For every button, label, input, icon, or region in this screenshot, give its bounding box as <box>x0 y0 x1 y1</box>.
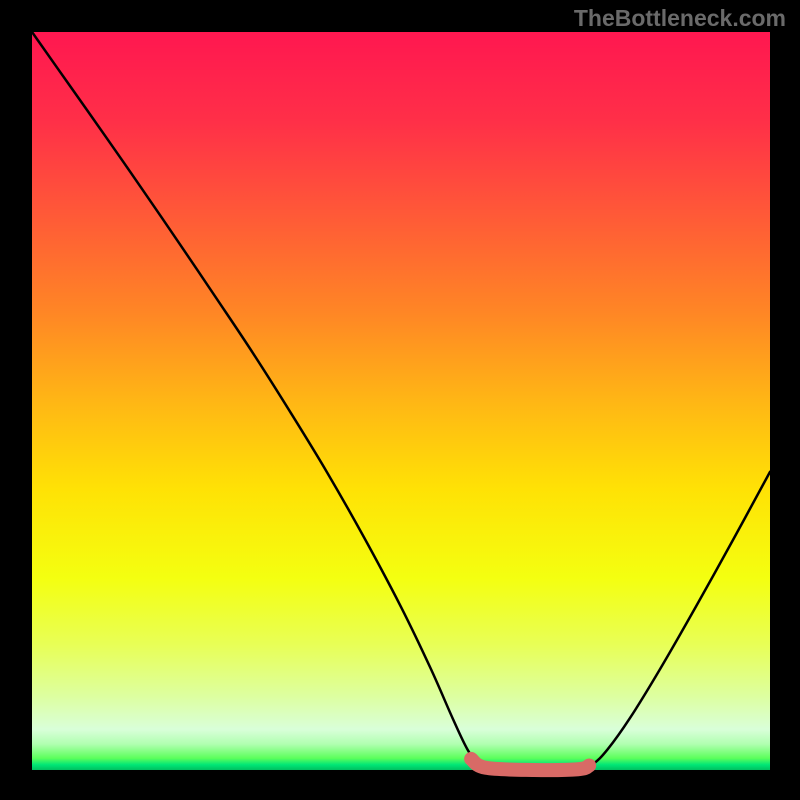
curve-overlay <box>0 0 800 800</box>
watermark-label: TheBottleneck.com <box>574 5 786 32</box>
bottleneck-highlight <box>471 759 589 770</box>
bottleneck-curve <box>32 32 770 770</box>
chart-container: TheBottleneck.com <box>0 0 800 800</box>
